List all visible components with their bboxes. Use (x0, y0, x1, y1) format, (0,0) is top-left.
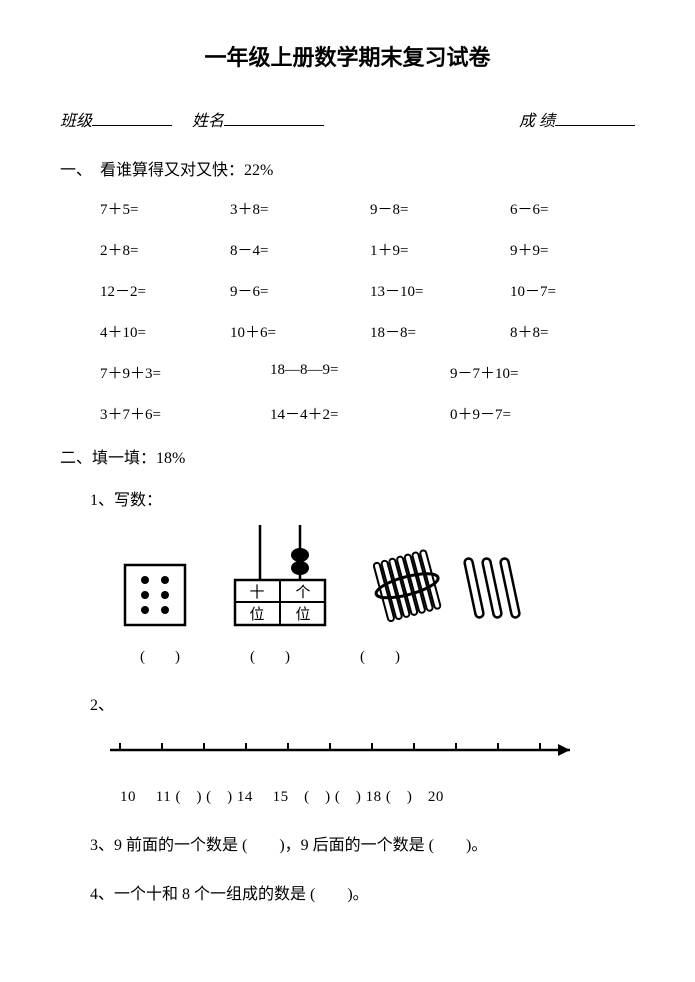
calc-cell: 0＋9－7= (450, 403, 610, 424)
figures-row: 十 个 位 位 (120, 520, 635, 630)
score-label: 成 绩 (519, 107, 555, 131)
abacus-wei-char2: 位 (295, 606, 310, 623)
score-blank (555, 108, 635, 126)
calc-cell: 8＋8= (510, 321, 630, 342)
calc-cell: 3＋8= (230, 198, 370, 219)
calc-cell: 9－7＋10= (450, 362, 610, 383)
q3-text: 3、9 前面的一个数是 ( )，9 后面的一个数是 ( )。 (90, 831, 635, 855)
calc-cell: 13－10= (370, 280, 510, 301)
calc-cell: 9＋9= (510, 239, 630, 260)
numline-labels: 10 11 ( ) ( ) 14 15 ( ) ( ) 18 ( ) 20 (120, 785, 635, 806)
q2-label: 2、 (90, 691, 635, 715)
section1-heading: 一、 看谁算得又对又快：22% (60, 156, 635, 180)
q4-text: 4、一个十和 8 个一组成的数是 ( )。 (90, 880, 635, 904)
abacus-tens-char: 十 (249, 584, 264, 601)
blank: ( ) (140, 645, 180, 666)
dice-figure (120, 560, 190, 630)
calc-cell: 10＋6= (230, 321, 370, 342)
student-info-row: 班级 姓名 成 绩 (60, 107, 635, 131)
name-label: 姓名 (192, 107, 224, 131)
calc-cell: 12－2= (100, 280, 230, 301)
blank: ( ) (360, 645, 400, 666)
abacus-ones-char: 个 (295, 584, 310, 601)
q1-label: 1、写数： (90, 486, 635, 510)
sticks-figure (370, 540, 530, 630)
class-blank (92, 108, 172, 126)
calc-cell: 14－4＋2= (270, 403, 450, 424)
name-blank (224, 108, 324, 126)
number-line: 10 11 ( ) ( ) 14 15 ( ) ( ) 18 ( ) 20 (100, 735, 635, 806)
calc-cell: 2＋8= (100, 239, 230, 260)
figure-blanks: ( ) ( ) ( ) (140, 645, 635, 666)
calc-cell: 1＋9= (370, 239, 510, 260)
section2-heading: 二、填一填：18% (60, 444, 635, 468)
calc-cell: 8－4= (230, 239, 370, 260)
calc-cell: 6－6= (510, 198, 630, 219)
calc-cell: 9－8= (370, 198, 510, 219)
blank: ( ) (250, 645, 290, 666)
calc-cell: 3＋7＋6= (100, 403, 270, 424)
calc-cell: 7＋5= (100, 198, 230, 219)
calc-cell: 4＋10= (100, 321, 230, 342)
calc-cell: 18－8= (370, 321, 510, 342)
calc-cell: 7＋9＋3= (100, 362, 270, 383)
abacus-wei-char1: 位 (249, 606, 264, 623)
page-title: 一年级上册数学期末复习试卷 (60, 40, 635, 72)
calc-grid: 7＋5= 3＋8= 9－8= 6－6= 2＋8= 8－4= 1＋9= 9＋9= … (100, 198, 635, 424)
calc-cell: 10－7= (510, 280, 630, 301)
class-label: 班级 (60, 107, 92, 131)
calc-cell: 18—8—9= (270, 362, 450, 383)
calc-cell: 9－6= (230, 280, 370, 301)
abacus-figure: 十 个 位 位 (230, 520, 330, 630)
